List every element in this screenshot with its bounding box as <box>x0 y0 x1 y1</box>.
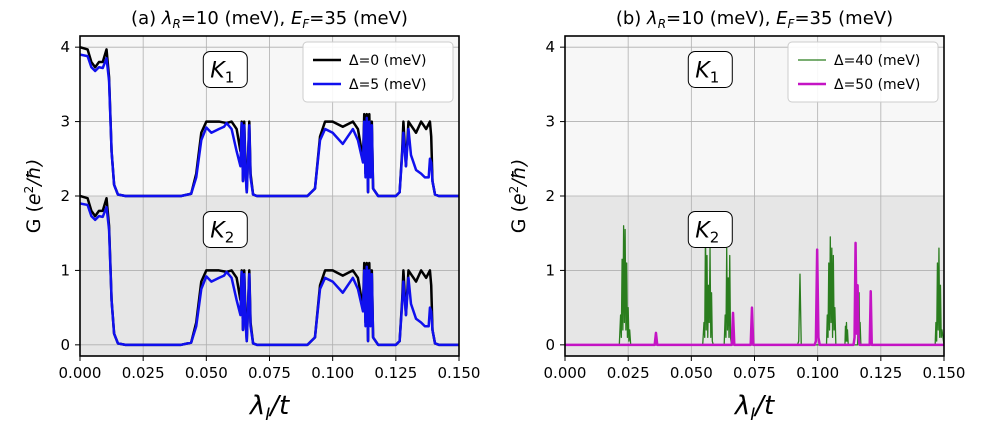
panel-a-ytick-label-2: 2 <box>60 187 70 205</box>
panel-a-ytick-label-0: 0 <box>60 336 70 354</box>
panel-b-xtick-label-5: 0.125 <box>859 364 902 382</box>
panel-b-xtick-label-4: 0.100 <box>796 364 839 382</box>
panel-a-title: (a) λR=10 (meV), EF=35 (meV) <box>131 8 408 31</box>
panel-a-legend <box>302 41 454 103</box>
panel-a-valley-label-1: K2 <box>210 218 234 246</box>
panel-b: 0.000 0.025 0.050 0.075 0.100 0.125 0.150 0 1 2 3 4… <box>507 8 965 425</box>
panel-b-valley-label-box-1 <box>687 210 733 248</box>
panel-a-ylabel: G (e2/ħ) <box>22 159 45 234</box>
panel-b-xtick-label-3: 0.075 <box>733 364 776 382</box>
panel-a-ytick-label-4: 4 <box>60 38 70 56</box>
panel-b-ytick-label-4: 4 <box>545 38 555 56</box>
panel-b-ytick-label-1: 1 <box>545 261 555 279</box>
panel-a-valley-label-box-1 <box>202 210 248 248</box>
panel-b-xtick-label-2: 0.050 <box>670 364 713 382</box>
panel-b-valley-label-0: K1 <box>695 58 719 86</box>
panel-a-xtick-label-3: 0.075 <box>248 364 291 382</box>
panel-b-ytick-label-3: 3 <box>545 113 555 131</box>
panel-a-legend-label-0: Δ=0 (meV) <box>349 53 426 69</box>
panel-a-valley-label-box-0 <box>202 50 248 88</box>
panel-a-xlabel: λI/t <box>248 391 290 425</box>
panel-a-ytick-label-3: 3 <box>60 113 70 131</box>
panel-b-valley-label-box-0 <box>687 50 733 88</box>
panel-b-plot-area: 0.000 0.025 0.050 0.075 0.100 0.125 0.150 0 1 2 3 4… <box>544 35 966 382</box>
panel-b-xtick-label-1: 0.025 <box>607 364 650 382</box>
panel-a-xtick-label-6: 0.150 <box>438 364 481 382</box>
panel-b-title: (b) λR=10 (meV), EF=35 (meV) <box>616 8 893 31</box>
panel-b-series-line-1 <box>565 241 944 347</box>
panel-a-series-line-3 <box>80 202 459 347</box>
panel-a: 0.000 0.025 0.050 0.075 0.100 0.125 0.150 0 1 2 3 4… <box>22 8 480 425</box>
panel-a-valley-label-0: K1 <box>210 58 234 86</box>
panel-a-series-group <box>80 45 459 347</box>
panel-b-xtick-label-6: 0.150 <box>923 364 966 382</box>
panel-a-xtick-label-4: 0.100 <box>311 364 354 382</box>
panel-a-xtick-label-1: 0.025 <box>122 364 165 382</box>
panel-a-xtick-label-2: 0.050 <box>185 364 228 382</box>
panel-b-ylabel: G (e2/ħ) <box>507 159 530 234</box>
panel-b-ytick-label-2: 2 <box>545 187 555 205</box>
panel-b-xtick-label-0: 0.000 <box>544 364 587 382</box>
panel-b-series-group <box>565 225 944 347</box>
panel-a-series-line-1 <box>80 53 459 198</box>
panel-a-legend-label-1: Δ=5 (meV) <box>349 77 426 93</box>
panel-a-xtick-label-5: 0.125 <box>374 364 417 382</box>
panel-b-legend-label-1: Δ=50 (meV) <box>834 77 920 93</box>
panel-b-legend-label-0: Δ=40 (meV) <box>834 53 920 69</box>
panel-a-ytick-label-1: 1 <box>60 261 70 279</box>
panel-b-ytick-label-0: 0 <box>545 336 555 354</box>
panel-a-plot-area: 0.000 0.025 0.050 0.075 0.100 0.125 0.150 0 1 2 3 4… <box>59 35 481 382</box>
panel-b-xlabel: λI/t <box>733 391 775 425</box>
panel-b-valley-label-1: K2 <box>695 218 719 246</box>
panel-a-xtick-label-0: 0.000 <box>59 364 102 382</box>
panel-b-legend <box>787 41 939 103</box>
